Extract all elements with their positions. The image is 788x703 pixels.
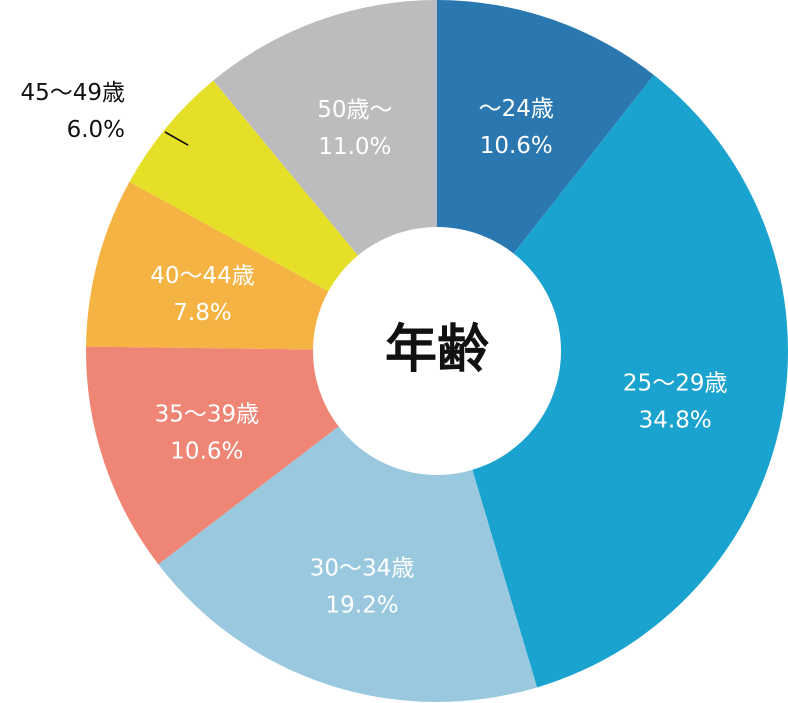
- slice-category-label: 50歳～: [317, 97, 392, 123]
- slice-category-label: 25～29歳: [623, 370, 728, 396]
- slice-category-label: 45～49歳: [20, 80, 125, 106]
- slice-value-label: 10.6%: [170, 438, 243, 464]
- slice-value-label: 10.6%: [480, 133, 553, 159]
- donut-center: [313, 227, 561, 475]
- chart-title: 年齢: [385, 320, 489, 380]
- slice-category-label: 40～44歳: [150, 263, 255, 289]
- slice-category-label: ～24歳: [479, 96, 554, 122]
- slice-category-label: 35～39歳: [155, 401, 260, 427]
- slice-value-label: 19.2%: [326, 593, 399, 619]
- slice-value-label: 6.0%: [67, 117, 125, 143]
- slice-value-label: 11.0%: [318, 134, 391, 160]
- slice-category-label: 30～34歳: [310, 556, 415, 582]
- slice-value-label: 34.8%: [639, 407, 712, 433]
- slice-value-label: 7.8%: [173, 300, 231, 326]
- pie-slice: [437, 75, 788, 688]
- chart-labels: ～24歳 10.6% 25～29歳 34.8% 30～34歳 19.2% 35～39歳 10.…: [20, 80, 727, 619]
- leader-line: [164, 131, 189, 146]
